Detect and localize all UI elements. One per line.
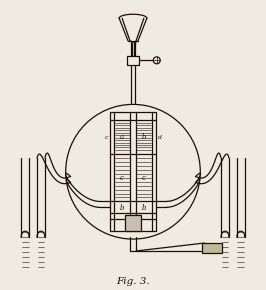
Text: d: d [158, 135, 162, 139]
Text: Fig. 3.: Fig. 3. [116, 277, 150, 286]
Text: c: c [105, 135, 108, 139]
Text: b: b [142, 204, 146, 212]
Text: c: c [120, 174, 124, 182]
Circle shape [153, 57, 160, 64]
Text: c: c [142, 174, 146, 182]
Bar [202, 243, 222, 253]
Text: b: b [142, 133, 146, 141]
Bar [125, 215, 141, 231]
Bar [127, 56, 139, 65]
Text: b: b [120, 204, 124, 212]
Text: a: a [120, 133, 124, 141]
